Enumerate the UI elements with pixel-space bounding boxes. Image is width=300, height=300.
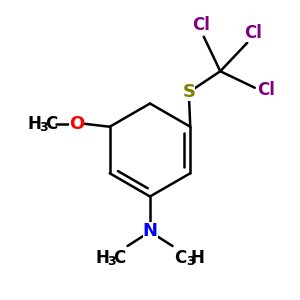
Text: O: O xyxy=(69,115,84,133)
Text: H: H xyxy=(28,115,42,133)
Text: C: C xyxy=(113,249,125,267)
Text: 3: 3 xyxy=(108,255,116,268)
Text: S: S xyxy=(182,83,195,101)
Text: H: H xyxy=(190,249,204,267)
Text: C: C xyxy=(45,115,57,133)
Text: Cl: Cl xyxy=(192,16,210,34)
Text: N: N xyxy=(142,222,158,240)
Text: H: H xyxy=(96,249,110,267)
Text: C: C xyxy=(175,249,187,267)
Text: 3: 3 xyxy=(186,255,195,268)
Text: 3: 3 xyxy=(39,121,48,134)
Text: Cl: Cl xyxy=(244,24,262,42)
Text: Cl: Cl xyxy=(257,81,275,99)
